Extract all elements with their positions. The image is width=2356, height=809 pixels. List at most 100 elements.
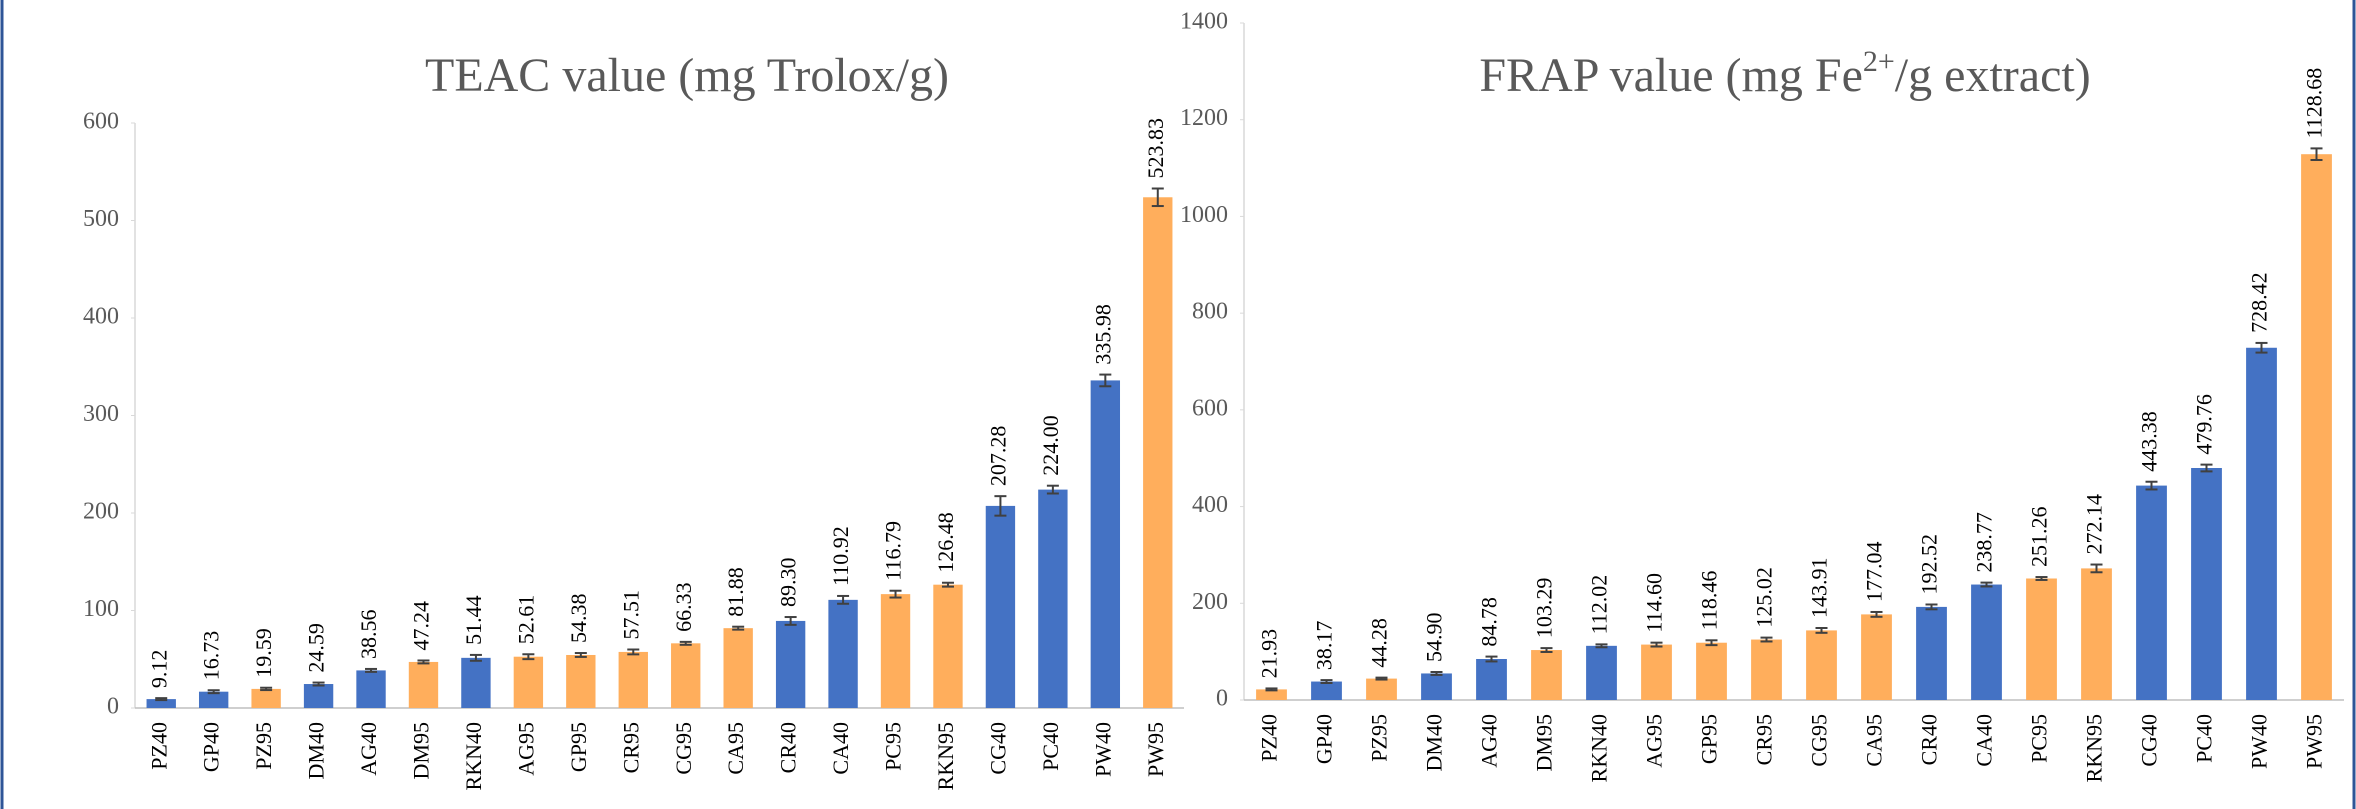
y-tick-label: 1000	[1180, 202, 1228, 228]
title-part: TEAC value (mg Trolox/g)	[425, 49, 949, 102]
y-tick-label: 800	[1192, 299, 1228, 325]
bar	[1090, 380, 1121, 708]
bar	[985, 505, 1016, 708]
value-label: 38.56	[356, 609, 381, 659]
x-tick-label: CG95	[671, 722, 696, 775]
x-tick-label: CR95	[1752, 714, 1777, 765]
x-tick-label: CG40	[2137, 714, 2162, 767]
value-label: 51.44	[461, 595, 486, 645]
value-label: 66.33	[671, 582, 696, 632]
y-tick-label: 200	[1192, 589, 1228, 615]
y-tick-label: 300	[83, 401, 119, 427]
bar	[880, 594, 911, 708]
value-label: 9.12	[146, 650, 171, 689]
value-label: 728.42	[2247, 272, 2272, 333]
value-label: 89.30	[776, 558, 801, 608]
x-tick-label: DM95	[1532, 714, 1557, 771]
x-tick-label: RKN40	[1587, 714, 1612, 782]
value-label: 251.26	[2027, 507, 2052, 568]
bar	[1531, 650, 1562, 700]
x-tick-label: CA40	[828, 722, 853, 775]
x-tick-label: GP95	[566, 722, 591, 772]
bar	[1476, 659, 1507, 700]
bar	[1256, 689, 1287, 700]
value-label: 52.61	[513, 595, 538, 645]
bar	[1641, 644, 1672, 700]
bar	[1311, 681, 1342, 700]
value-label: 1128.68	[2302, 68, 2327, 139]
bar	[1806, 630, 1837, 700]
value-label: 24.59	[304, 623, 329, 673]
bar	[251, 688, 281, 708]
bar	[1861, 614, 1892, 700]
value-label: 84.78	[1477, 597, 1502, 647]
bar	[356, 670, 386, 708]
x-tick-label: AG40	[1477, 714, 1502, 768]
bar	[671, 643, 701, 708]
value-label: 272.14	[2082, 494, 2107, 555]
value-label: 57.51	[618, 590, 643, 640]
x-tick-label: PZ40	[1257, 714, 1282, 762]
x-tick-label: PZ95	[251, 722, 276, 770]
bar	[933, 584, 963, 708]
x-tick-label: CA95	[723, 722, 748, 775]
chart-title: FRAP value (mg Fe2+/g extract)	[1479, 45, 2090, 102]
y-tick-label: 200	[83, 499, 119, 525]
x-tick-label: DM40	[1422, 714, 1447, 771]
y-tick-label: 400	[83, 304, 119, 330]
value-label: 47.24	[409, 601, 434, 651]
value-label: 19.59	[251, 628, 276, 678]
value-label: 125.02	[1752, 567, 1777, 628]
y-tick-label: 0	[1216, 686, 1228, 712]
bar	[408, 661, 439, 708]
bar	[1696, 642, 1727, 700]
bar	[513, 656, 544, 708]
x-tick-label: PZ95	[1367, 714, 1392, 762]
value-label: 16.73	[199, 631, 224, 681]
y-tick-label: 600	[1192, 395, 1228, 421]
y-tick-label: 1400	[1180, 9, 1228, 35]
x-tick-label: PC95	[2027, 714, 2052, 763]
value-label: 38.17	[1312, 621, 1337, 671]
bar	[1366, 678, 1397, 700]
y-tick-label: 100	[83, 596, 119, 622]
bar	[2301, 154, 2332, 700]
x-tick-label: RKN95	[933, 722, 958, 790]
value-label: 238.77	[1972, 512, 1997, 573]
title-part: /g extract)	[1895, 49, 2091, 102]
x-tick-label: GP40	[1312, 714, 1337, 764]
bar	[461, 657, 491, 708]
x-tick-label: CG95	[1807, 714, 1832, 767]
value-label: 523.83	[1143, 118, 1168, 179]
x-tick-label: PW95	[2302, 714, 2327, 769]
x-tick-label: CR40	[1917, 714, 1942, 765]
value-label: 21.93	[1257, 629, 1282, 679]
x-tick-label: PC40	[2192, 714, 2217, 763]
value-label: 443.38	[2137, 411, 2162, 472]
bar	[2026, 578, 2057, 700]
y-tick-label: 500	[83, 206, 119, 232]
value-label: 118.46	[1697, 571, 1722, 631]
value-label: 224.00	[1038, 415, 1063, 476]
bar	[1971, 584, 2002, 700]
value-label: 54.38	[566, 594, 591, 644]
value-label: 110.92	[828, 526, 853, 586]
bar	[566, 654, 596, 708]
x-tick-label: DM95	[409, 722, 434, 779]
value-label: 143.91	[1807, 557, 1832, 618]
bar	[2191, 468, 2222, 700]
x-tick-label: CR40	[776, 722, 801, 773]
value-label: 207.28	[985, 426, 1010, 487]
bar	[618, 651, 648, 708]
value-label: 335.98	[1090, 304, 1115, 365]
value-label: 114.60	[1642, 573, 1667, 633]
value-label: 54.90	[1422, 613, 1447, 663]
value-label: 116.79	[881, 521, 906, 581]
x-tick-label: RKN95	[2082, 714, 2107, 782]
x-tick-label: RKN40	[461, 722, 486, 790]
y-tick-label: 600	[83, 109, 119, 135]
value-label: 126.48	[933, 512, 958, 573]
bar	[1421, 673, 1452, 700]
value-label: 177.04	[1862, 541, 1887, 602]
